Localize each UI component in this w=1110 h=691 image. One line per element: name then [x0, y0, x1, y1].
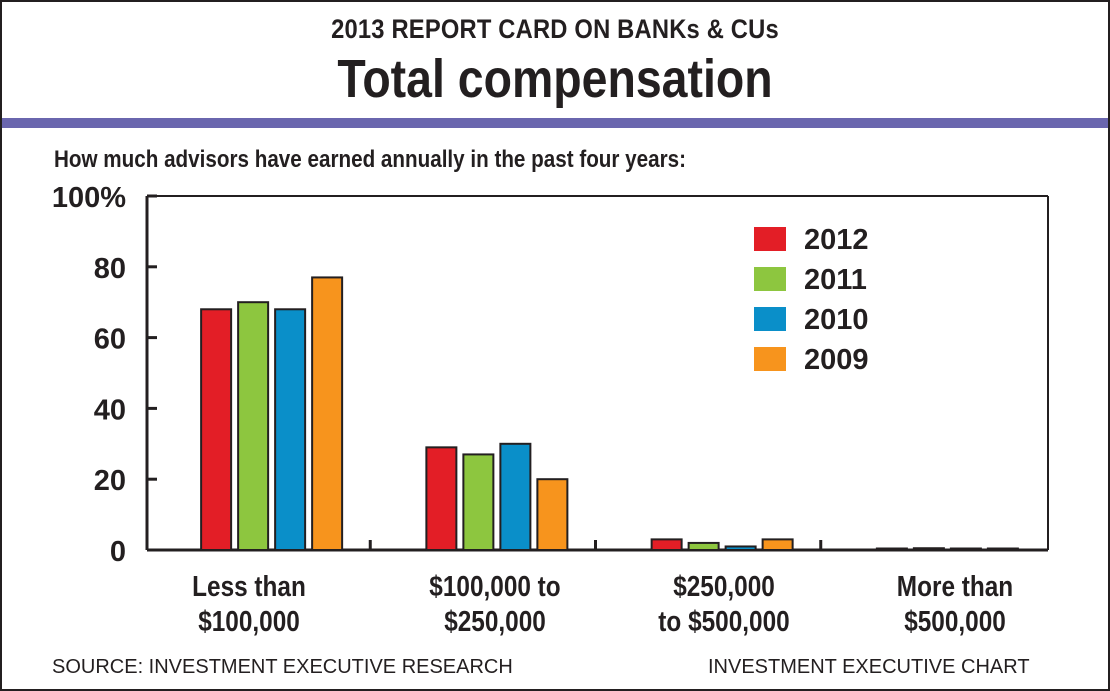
legend-swatch-2011 [754, 267, 786, 291]
category-label-250k-to-500k: $250,000 to $500,000 [632, 570, 817, 640]
bar-2011 [912, 547, 945, 551]
y-tick-label: 40 [94, 394, 126, 426]
legend-swatch-2009 [754, 347, 786, 371]
bar-2010 [949, 547, 982, 551]
bar-2012 [650, 538, 683, 552]
chart-credit: INVESTMENT EXECUTIVE CHART [708, 656, 1030, 678]
legend-label-2012: 2012 [804, 224, 869, 256]
legend-swatch-2012 [754, 227, 786, 251]
bar-2012 [875, 547, 908, 551]
category-label-line: $100,000 [198, 606, 300, 638]
category-label-line: $100,000 to [429, 571, 561, 603]
category-label-line: $250,000 [673, 571, 775, 603]
y-tick-label: 0 [110, 536, 126, 568]
category-label-line: More than [896, 571, 1014, 603]
chart-subtitle: How much advisors have earned annually i… [54, 146, 687, 173]
bar-2012 [200, 308, 233, 551]
bar-2011 [462, 453, 495, 552]
header-divider [2, 118, 1108, 128]
y-tick-label: 80 [94, 253, 126, 285]
y-tick-label: 100% [52, 182, 126, 214]
bar-2009 [986, 547, 1019, 551]
y-tick-label: 60 [94, 324, 126, 356]
bar-2011 [687, 541, 720, 551]
bar-2012 [425, 446, 458, 551]
category-label-more-than-500k: More than $500,000 [863, 570, 1048, 640]
category-label-line: $250,000 [444, 606, 546, 638]
y-tick-label: 20 [94, 465, 126, 497]
category-label-less-than-100k: Less than $100,000 [157, 570, 342, 640]
legend-swatch-2010 [754, 307, 786, 331]
bar-2011 [237, 301, 270, 552]
source-note: SOURCE: INVESTMENT EXECUTIVE RESEARCH [52, 656, 513, 678]
legend-label-2010: 2010 [804, 304, 869, 336]
category-label-100k-to-250k: $100,000 to $250,000 [403, 570, 588, 640]
bar-2009 [761, 538, 794, 552]
category-label-line: to $500,000 [658, 606, 790, 638]
category-label-line: $500,000 [904, 606, 1006, 638]
bar-2010 [274, 308, 307, 551]
bar-2010 [499, 442, 532, 551]
bar-2009 [536, 478, 569, 552]
legend-label-2009: 2009 [804, 344, 869, 376]
bar-2009 [311, 276, 344, 551]
report-card-title: 2013 REPORT CARD ON BANKs & CUs [331, 14, 779, 44]
bar-2010 [724, 545, 757, 552]
chart-main-title: Total compensation [337, 49, 773, 109]
category-label-line: Less than [192, 571, 306, 603]
legend-label-2011: 2011 [804, 264, 867, 296]
